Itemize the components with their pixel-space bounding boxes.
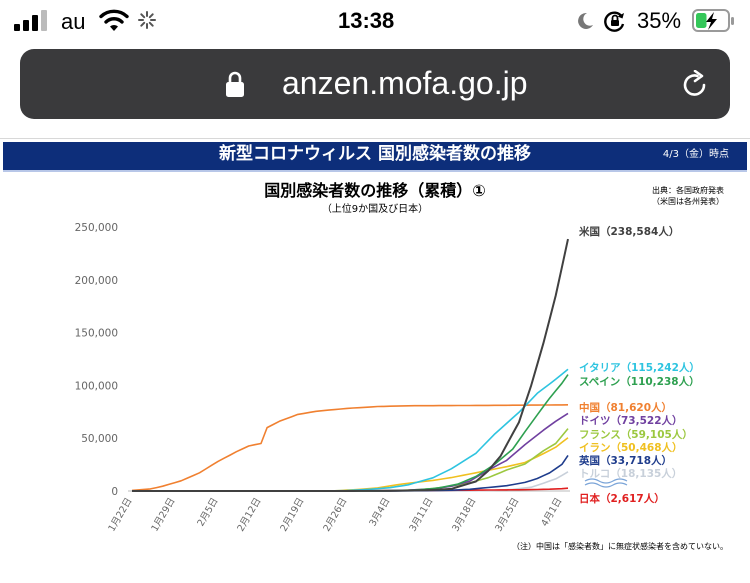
clock-time: 13:38 [338, 8, 395, 33]
x-tick-label: 4月1日 [539, 496, 564, 528]
source-line: （米国は各州発表） [652, 196, 724, 206]
address-bar[interactable]: anzen.mofa.go.jp [20, 49, 730, 119]
banner-title: 新型コロナウィルス 国別感染者数の推移 [219, 144, 531, 164]
x-tick-label: 2月5日 [195, 496, 220, 528]
x-tick-label: 3月4日 [367, 496, 392, 528]
series-line-イタリア [132, 368, 569, 492]
y-tick-label: 0 [111, 486, 118, 498]
activity-spinner-icon [138, 11, 156, 29]
url-text[interactable]: anzen.mofa.go.jp [282, 65, 528, 101]
x-tick-label: 3月11日 [407, 496, 435, 534]
y-tick-label: 250,000 [75, 222, 118, 234]
source-note: 出典：各国政府発表 （米国は各州発表） [652, 186, 724, 208]
x-tick-label: 1月29日 [149, 496, 177, 534]
x-tick-label: 3月25日 [493, 496, 521, 534]
x-tick-label: 3月18日 [450, 496, 478, 534]
series-line-米国 [132, 238, 569, 492]
source-line: 出典：各国政府発表 [652, 186, 724, 195]
axis-break-mark [584, 478, 628, 484]
carrier-name: au [61, 9, 86, 34]
toolbar-separator [0, 138, 750, 139]
series-label-イラン: イラン（50,468人） [579, 441, 683, 454]
series-label-米国: 米国（238,584人） [578, 225, 679, 238]
page-banner: 新型コロナウィルス 国別感染者数の推移 4/3（金）時点 [3, 142, 747, 172]
series-line-中国 [131, 404, 569, 492]
y-tick-label: 200,000 [75, 275, 118, 287]
banner-date: 4/3（金）時点 [662, 149, 729, 160]
series-label-フランス: フランス（59,105人） [579, 428, 693, 441]
reload-icon[interactable] [680, 70, 710, 100]
x-tick-label: 2月19日 [278, 496, 306, 534]
chart-subtitle: （上位9か国及び日本） [321, 204, 429, 215]
battery-charging-icon [692, 9, 734, 32]
series-line-フランス [132, 428, 569, 492]
x-tick-label: 1月22日 [107, 496, 135, 534]
series-label-イタリア: イタリア（115,242人） [579, 361, 700, 374]
series-label-トルコ: トルコ（18,135人） [579, 467, 682, 480]
series-label-ドイツ: ドイツ（73,522人） [579, 414, 683, 427]
cellular-signal-icon [14, 10, 47, 31]
series-line-トルコ [132, 471, 569, 492]
lock-icon [226, 71, 244, 97]
x-tick-label: 2月12日 [235, 496, 263, 534]
status-bar: au 13:38 35% [0, 0, 750, 42]
chart-footnote: （注）中国は「感染者数」に無症状感染者を含めていない。 [512, 542, 728, 551]
chart-title: 国別感染者数の推移（累積）① [264, 181, 486, 200]
battery-percent: 35% [637, 8, 682, 33]
y-tick-label: 50,000 [81, 433, 118, 445]
y-tick-label: 100,000 [75, 380, 118, 392]
wifi-icon [99, 9, 129, 31]
series-label-スペイン: スペイン（110,238人） [579, 375, 700, 388]
do-not-disturb-moon-icon [578, 12, 593, 29]
series-line-イラン [132, 437, 569, 492]
series-label-日本: 日本（2,617人） [579, 492, 665, 505]
series-label-中国: 中国（81,620人） [579, 401, 672, 414]
x-tick-label: 2月26日 [321, 496, 349, 534]
y-tick-label: 150,000 [75, 328, 118, 340]
rotation-lock-icon [604, 11, 625, 32]
axis-break-mark [584, 482, 628, 488]
series-label-英国: 英国（33,718人） [578, 454, 672, 467]
